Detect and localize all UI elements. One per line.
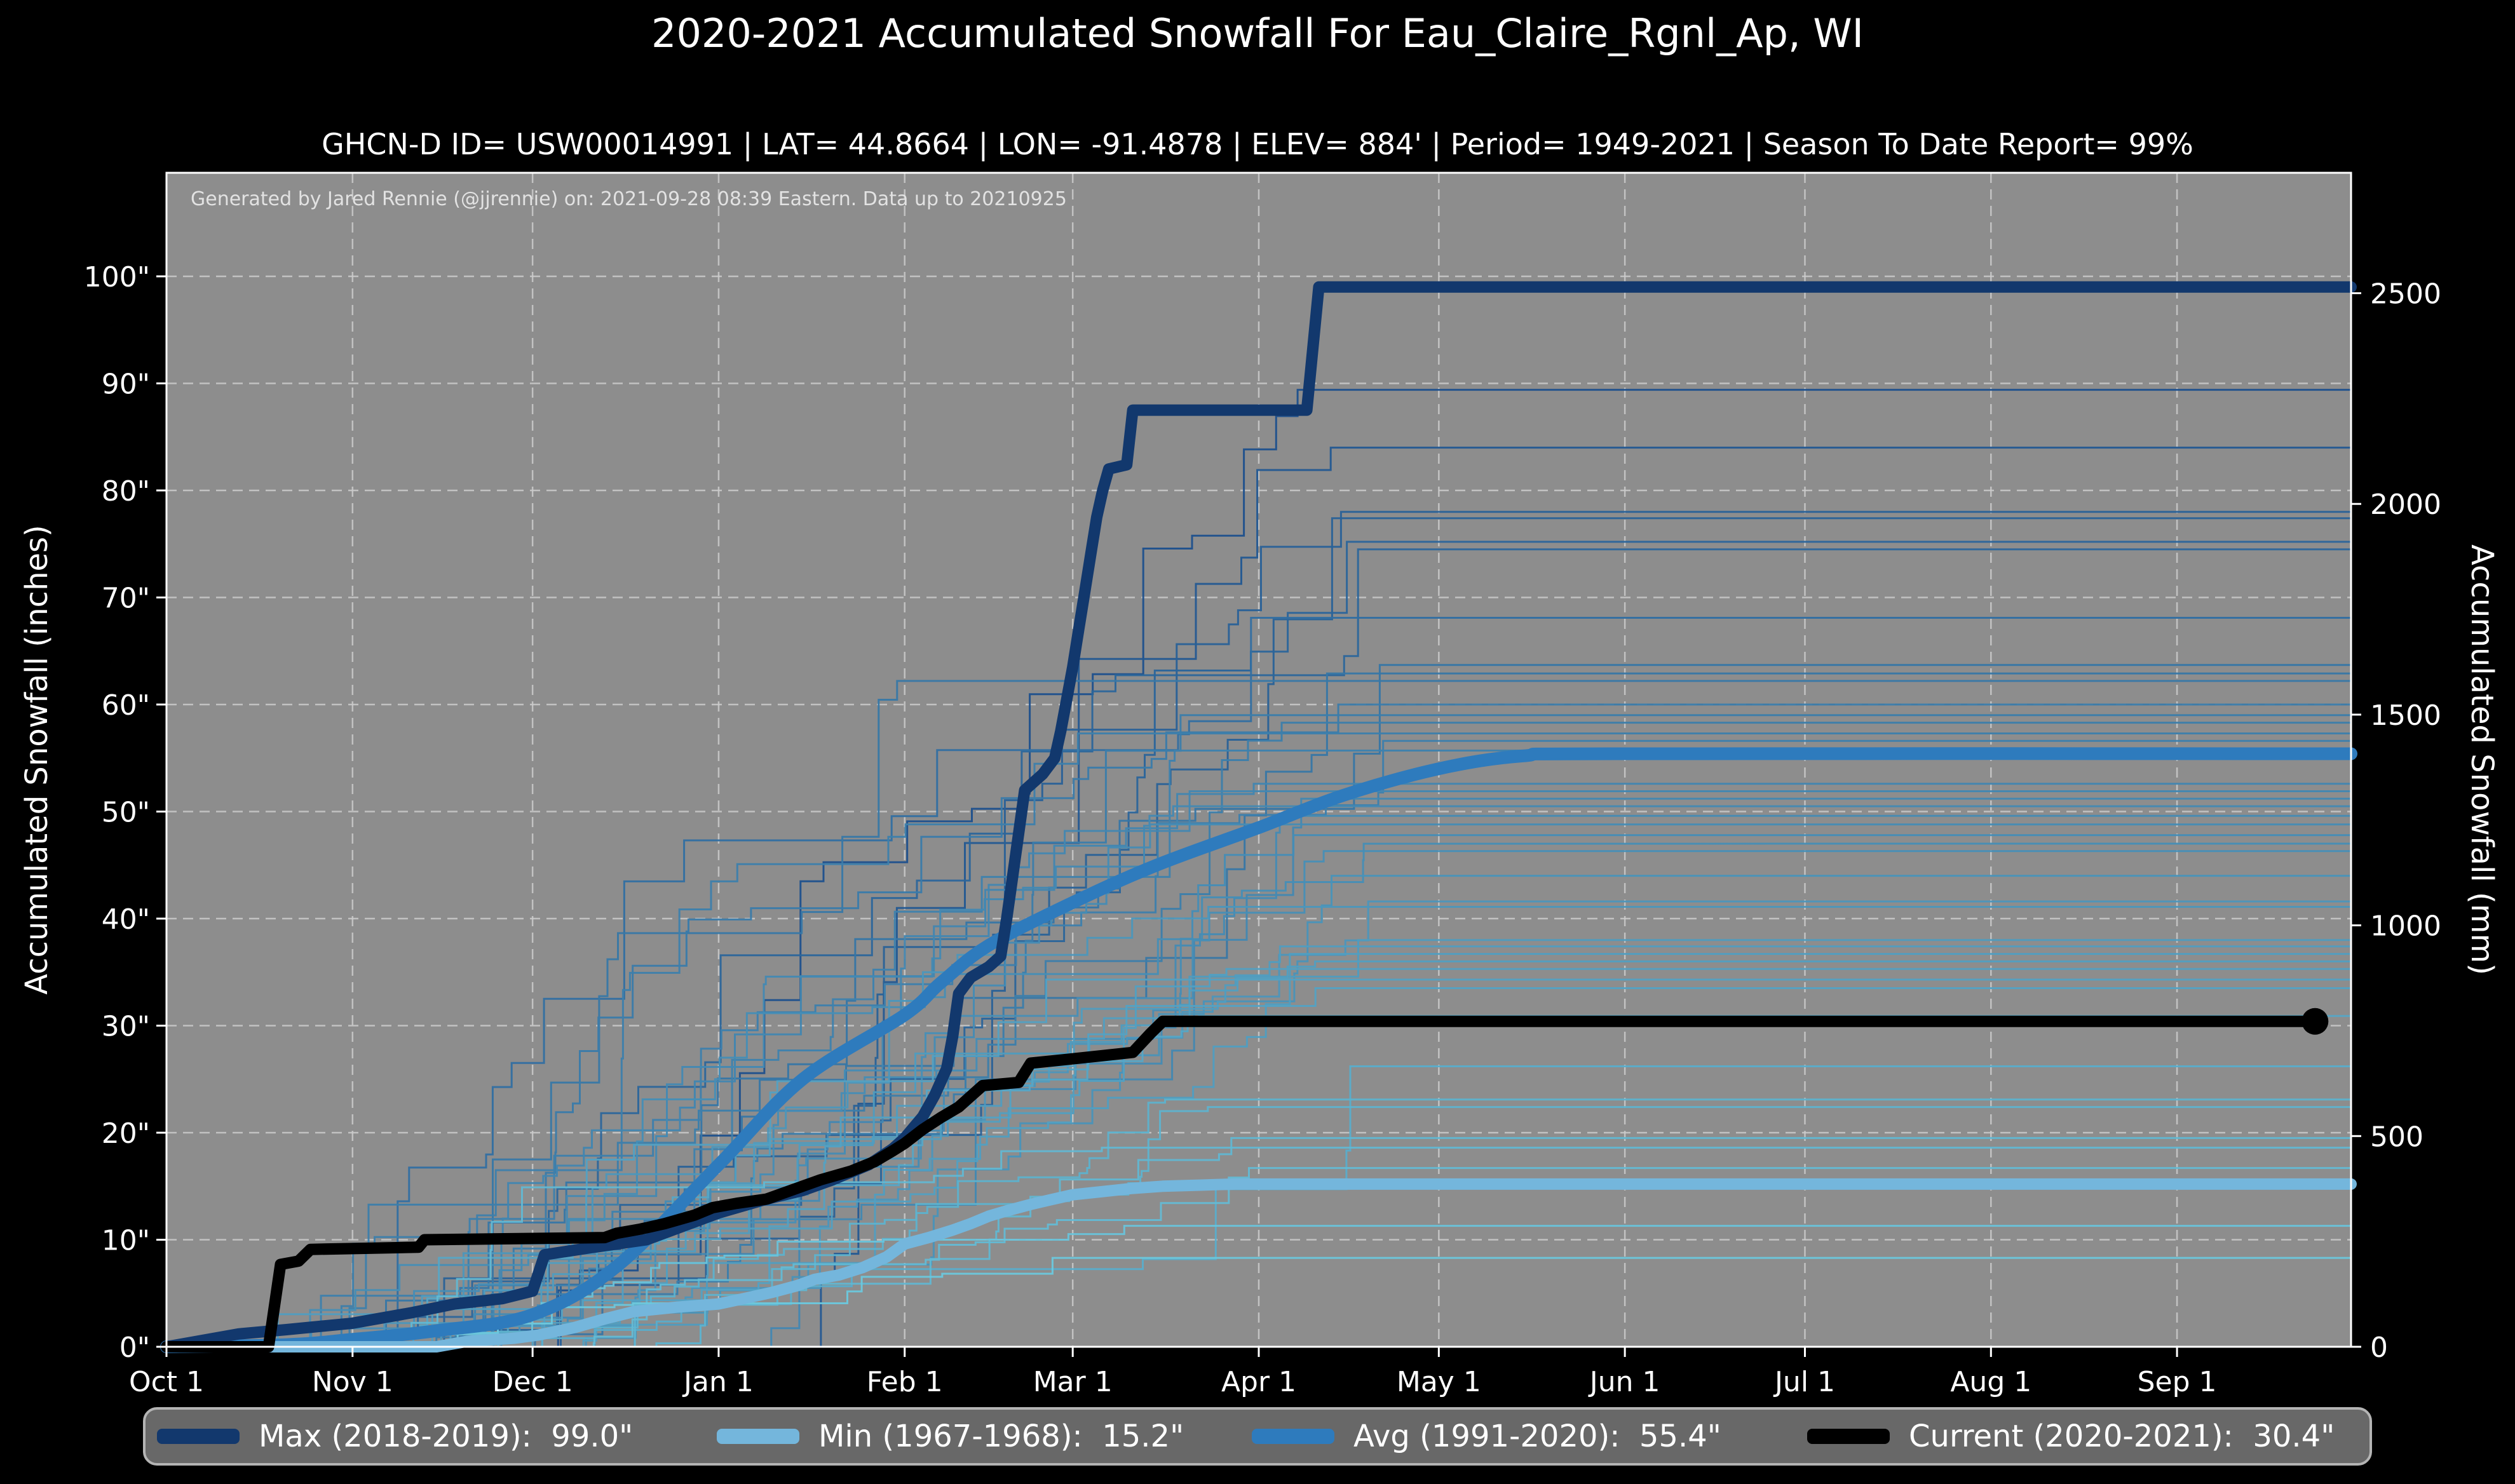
historical-year-line: [166, 1137, 2351, 1348]
legend-label-max: Max (2018-2019): 99.0": [259, 1419, 634, 1454]
historical-year-line: [166, 783, 2351, 1348]
legend-item-avg: Avg (1991-2020): 55.4": [1252, 1410, 1721, 1463]
y-tick-label-left: 20": [102, 1117, 150, 1150]
y-tick-label-right: 2000: [2370, 489, 2441, 521]
x-tick-label: Jan 1: [682, 1366, 754, 1398]
current-endpoint-dot: [2301, 1008, 2329, 1035]
historical-year-line: [166, 834, 2351, 1348]
y-tick-label-left: 70": [102, 583, 150, 615]
x-tick-label: Jul 1: [1773, 1366, 1835, 1398]
historical-year-line: [166, 739, 2351, 1348]
station-metadata-subtitle: GHCN-D ID= USW00014991 | LAT= 44.8664 | …: [322, 127, 2193, 161]
y-tick-label-left: 30": [102, 1011, 150, 1043]
min-line: [161, 1178, 2357, 1352]
x-tick-label: Apr 1: [1221, 1366, 1296, 1398]
y-tick-label-right: 500: [2370, 1121, 2423, 1153]
historical-year-line: [166, 1167, 2351, 1348]
x-tick-label: Nov 1: [312, 1366, 393, 1398]
historical-year-line: [166, 511, 2351, 1348]
current-line-swatch: [1807, 1429, 1890, 1444]
avg-line-swatch: [1252, 1429, 1334, 1444]
legend-item-current: Current (2020-2021): 30.4": [1807, 1410, 2335, 1463]
historical-year-line: [166, 750, 2351, 1348]
y-tick-label-left: 90": [102, 368, 150, 401]
avg-line: [160, 747, 2357, 1353]
x-tick-label: Sep 1: [2138, 1366, 2217, 1398]
legend-label-avg: Avg (1991-2020): 55.4": [1353, 1419, 1721, 1454]
legend-item-min: Min (1967-1968): 15.2": [717, 1410, 1184, 1463]
y-tick-label-right: 2500: [2370, 278, 2441, 311]
x-tick-label: Feb 1: [867, 1366, 943, 1398]
legend-item-max: Max (2018-2019): 99.0": [157, 1410, 633, 1463]
y-tick-label-left: 100": [84, 261, 150, 293]
y-axis-title-mm: Accumulated Snowfall (mm): [2464, 544, 2500, 975]
max-line-swatch: [157, 1429, 240, 1444]
y-tick-label-left: 80": [102, 475, 150, 508]
current-line: [161, 1015, 2321, 1352]
historical-year-line: [166, 850, 2351, 1348]
x-tick-label: May 1: [1397, 1366, 1481, 1398]
y-tick-label-left: 10": [102, 1225, 150, 1257]
x-tick-label: Jun 1: [1588, 1366, 1660, 1398]
y-tick-label-left: 40": [102, 903, 150, 936]
x-tick-label: Dec 1: [492, 1366, 573, 1398]
y-tick-label-right: 1000: [2370, 910, 2441, 943]
historical-year-line: [166, 842, 2352, 1348]
historical-year-line: [166, 797, 2351, 1348]
y-axis-title-inches: Accumulated Snowfall (inches): [19, 525, 55, 995]
historical-year-line: [166, 389, 2351, 1348]
y-tick-label-left: 60": [102, 689, 150, 722]
y-tick-label-left: 50": [102, 797, 150, 829]
y-tick-label-left: 0": [119, 1332, 150, 1364]
min-line-swatch: [717, 1429, 799, 1444]
max-line: [161, 281, 2357, 1352]
legend: Max (2018-2019): 99.0" Min (1967-1968): …: [143, 1407, 2372, 1466]
generated-by-annotation: Generated by Jared Rennie (@jjrennie) on…: [191, 188, 1067, 210]
historical-year-line: [166, 906, 2351, 1348]
x-tick-label: Oct 1: [129, 1366, 204, 1398]
legend-label-min: Min (1967-1968): 15.2": [818, 1419, 1184, 1454]
x-tick-label: Aug 1: [1950, 1366, 2031, 1398]
x-tick-label: Mar 1: [1033, 1366, 1113, 1398]
page-title: 2020-2021 Accumulated Snowfall For Eau_C…: [651, 10, 1864, 57]
y-tick-label-right: 1500: [2370, 699, 2441, 732]
y-tick-label-right: 0: [2370, 1332, 2388, 1364]
historical-year-line: [166, 703, 2351, 1348]
legend-label-current: Current (2020-2021): 30.4": [1909, 1419, 2335, 1454]
